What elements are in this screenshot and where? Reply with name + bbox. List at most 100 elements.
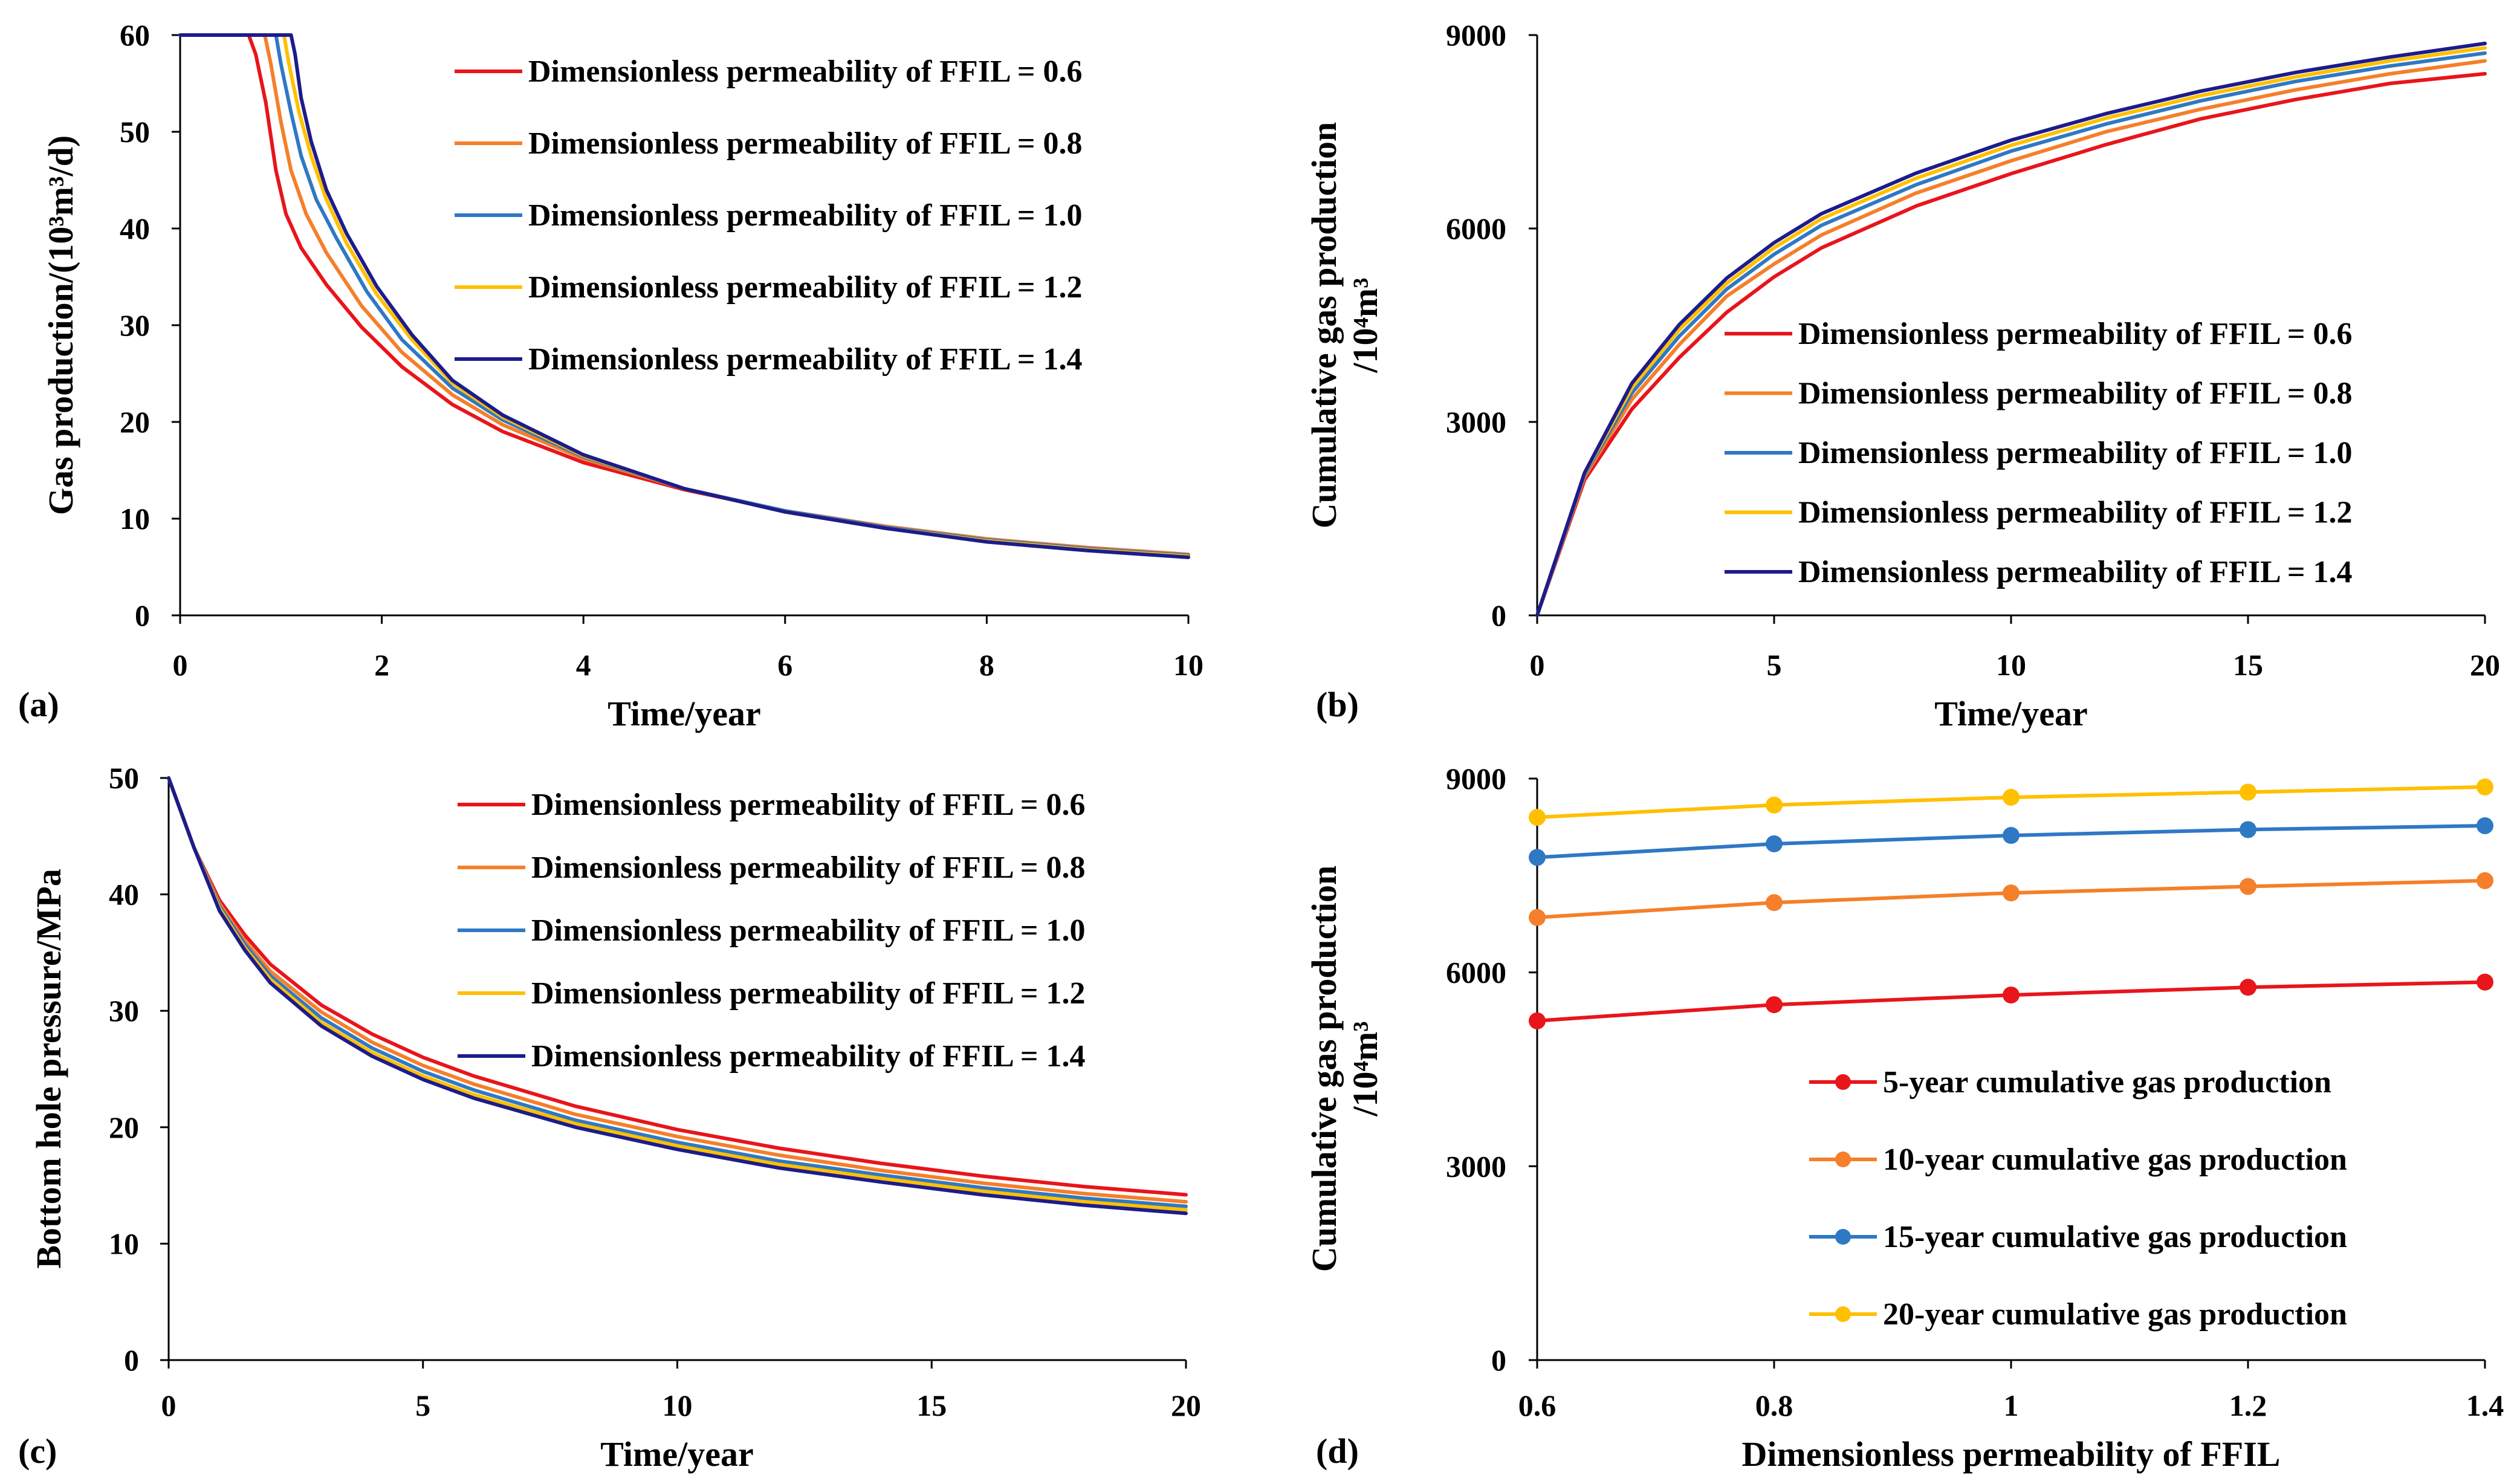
legend-label: Dimensionless permeability of FFIL = 1.4 (531, 1039, 1086, 1074)
legend-label: Dimensionless permeability of FFIL = 0.6 (1798, 317, 2353, 351)
data-point (1529, 909, 1546, 926)
x-tick-label: 10 (1996, 648, 2026, 682)
data-point (2240, 878, 2256, 895)
data-point (2003, 827, 2020, 844)
x-tick-label: 8 (979, 648, 994, 682)
chart-panel-3: 0 10 20 30 40 50 0 5 10 15 20 Time/year Bottom hole … (18, 761, 1201, 1474)
legend-label: Dimensionless permeability of FFIL = 1.2 (528, 270, 1083, 305)
series-line-5 (1535, 41, 2487, 617)
legend-label: Dimensionless permeability of FFIL = 1.2 (531, 976, 1086, 1011)
x-tick-label: 1 (2004, 1388, 2019, 1422)
x-tick-label: 1.2 (2229, 1388, 2267, 1422)
y-axis-label-unit: /10⁴m³ (1346, 1021, 1385, 1116)
y-tick-label: 3000 (1446, 1149, 1506, 1183)
y-tick-label: 9000 (1446, 18, 1506, 52)
x-axis-label: Dimensionless permeability of FFIL (1742, 1434, 2281, 1474)
legend-label: Dimensionless permeability of FFIL = 0.8 (1798, 377, 2353, 411)
data-point (2003, 987, 2020, 1004)
x-tick-label: 4 (576, 648, 591, 682)
x-axis-label: Time/year (1934, 694, 2087, 733)
x-tick-label: 1.4 (2466, 1388, 2504, 1422)
y-tick-label: 0 (135, 598, 150, 632)
chart-panel-1: 0 10 20 30 40 50 60 0 2 4 6 8 10 Time/year Gas product… (18, 18, 1203, 733)
x-tick-label: 15 (2233, 648, 2263, 682)
data-point (1529, 1012, 1546, 1029)
series-line-2 (1535, 59, 2487, 617)
x-tick-label: 0 (173, 648, 188, 682)
y-tick-label: 50 (120, 115, 150, 149)
y-tick-label: 9000 (1446, 762, 1506, 795)
x-tick-label: 0.8 (1755, 1388, 1793, 1422)
data-point (1529, 809, 1546, 826)
legend-label: Dimensionless permeability of FFIL = 1.4 (528, 342, 1083, 377)
legend-label: 5-year cumulative gas production (1883, 1065, 2331, 1100)
x-tick-label: 0 (1530, 648, 1545, 682)
y-tick-label: 40 (109, 878, 139, 912)
legend-label: Dimensionless permeability of FFIL = 0.6 (531, 788, 1086, 822)
legend-label: Dimensionless permeability of FFIL = 1.2 (1798, 496, 2353, 530)
y-tick-label: 30 (109, 994, 139, 1028)
y-tick-label: 6000 (1446, 212, 1506, 245)
x-tick-label: 5 (415, 1388, 430, 1422)
y-axis-label: Cumulative gas production (1304, 122, 1344, 528)
x-tick-label: 10 (662, 1388, 693, 1422)
y-tick-label: 60 (120, 18, 150, 52)
panel-label: (a) (18, 685, 59, 724)
legend-label: 10-year cumulative gas production (1883, 1142, 2347, 1177)
data-point (1766, 996, 1783, 1014)
legend-label: Dimensionless permeability of FFIL = 1.0 (531, 913, 1086, 948)
legend-label: Dimensionless permeability of FFIL = 0.6 (528, 54, 1083, 89)
legend-marker (1835, 1229, 1851, 1245)
legend-marker (1835, 1152, 1851, 1167)
data-point (1766, 835, 1783, 852)
legend-label: Dimensionless permeability of FFIL = 0.8 (531, 851, 1086, 885)
y-tick-label: 10 (120, 502, 150, 536)
data-point (2240, 783, 2256, 801)
data-point (2477, 817, 2493, 835)
y-tick-label: 0 (1491, 598, 1506, 632)
x-tick-label: 15 (916, 1388, 947, 1422)
legend-label: Dimensionless permeability of FFIL = 0.8 (528, 126, 1083, 161)
y-tick-label: 10 (109, 1226, 139, 1260)
data-point (2003, 788, 2020, 806)
legend-label: Dimensionless permeability of FFIL = 1.0 (528, 198, 1083, 233)
series-line-4 (1535, 46, 2487, 617)
data-point (2477, 778, 2493, 795)
chart-panel-4: 0 3000 6000 9000 0.6 0.8 1 1.2 1.4 Dimensionless … (1304, 762, 2504, 1474)
x-axis-label: Time/year (600, 1434, 753, 1474)
y-axis-label: Gas production/(10³m³/d) (41, 135, 80, 515)
legend-marker (1835, 1074, 1851, 1090)
data-point (1766, 894, 1783, 912)
y-tick-label: 20 (109, 1110, 139, 1144)
series-line-5 (167, 776, 1188, 1216)
panel-label: (b) (1316, 685, 1359, 724)
data-point (2003, 884, 2020, 902)
x-tick-label: 20 (1171, 1388, 1201, 1422)
x-tick-label: 10 (1173, 648, 1203, 682)
legend-label: 15-year cumulative gas production (1883, 1220, 2347, 1254)
data-point (2240, 821, 2256, 838)
data-point (2240, 979, 2256, 996)
data-point (1766, 796, 1783, 814)
x-axis-label: Time/year (607, 694, 760, 733)
y-tick-label: 50 (109, 761, 139, 795)
chart-panel-2: 0 3000 6000 9000 0 5 10 15 20 Time/year Cumulative… (1304, 18, 2500, 733)
x-tick-label: 0.6 (1518, 1388, 1557, 1422)
panel-label: (c) (18, 1431, 57, 1471)
legend-label: 20-year cumulative gas production (1883, 1297, 2347, 1332)
y-axis-label-unit: /10⁴m³ (1346, 277, 1385, 373)
y-tick-label: 30 (120, 308, 150, 342)
y-tick-label: 6000 (1446, 956, 1506, 990)
x-tick-label: 20 (2470, 648, 2500, 682)
data-point (2477, 973, 2493, 991)
series-line-3 (1535, 51, 2487, 617)
y-tick-label: 0 (1491, 1343, 1506, 1377)
legend-label: Dimensionless permeability of FFIL = 1.0 (1798, 436, 2353, 470)
y-axis-label: Cumulative gas production (1304, 866, 1344, 1272)
x-tick-label: 2 (374, 648, 389, 682)
x-tick-label: 0 (161, 1388, 177, 1422)
y-tick-label: 3000 (1446, 405, 1506, 439)
y-tick-label: 0 (124, 1343, 139, 1377)
series-line-1 (167, 776, 1188, 1197)
